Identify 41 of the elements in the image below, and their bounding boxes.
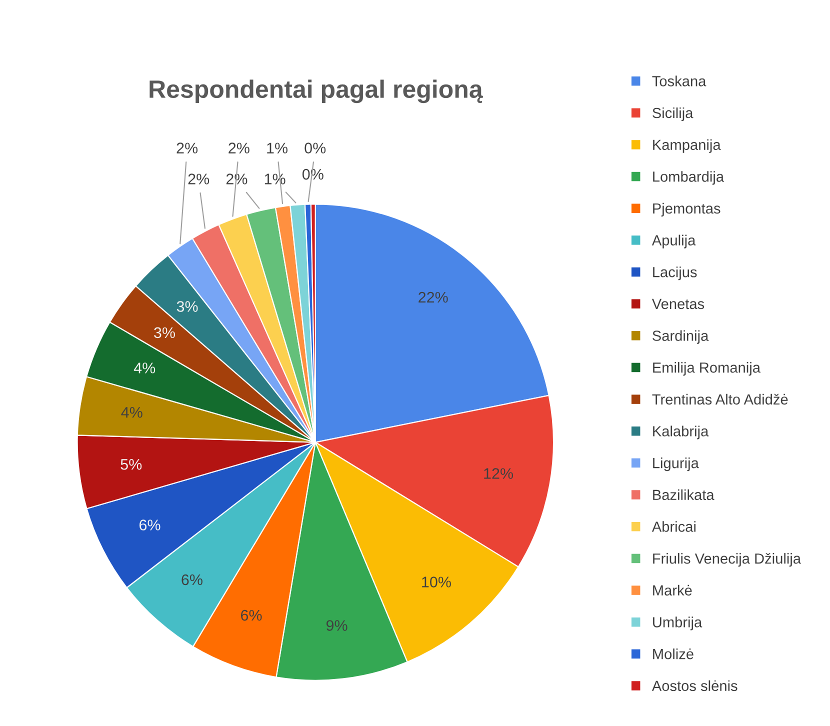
legend-label: Sicilija — [652, 107, 694, 122]
legend-label: Aostos slėnis — [652, 680, 738, 692]
legend-label: Emilija Romanija — [653, 362, 760, 376]
legend-label: Kampanija — [653, 139, 721, 153]
data-label: 4% — [134, 362, 156, 374]
legend-label: Pjemontas — [653, 202, 720, 217]
legend-label: Venetas — [652, 298, 704, 310]
data-label: 2% — [226, 174, 248, 184]
data-label: 10% — [422, 576, 451, 588]
data-label: 1% — [264, 174, 286, 184]
legend-label: Friulis Venecija Džiulija — [653, 552, 802, 567]
legend-label: Molizė — [653, 648, 694, 660]
legend-label: Ligurija — [653, 458, 699, 472]
data-label: 0% — [302, 168, 324, 180]
legend-label: Bazilikata — [653, 489, 714, 500]
legend-label: Apulija — [652, 234, 696, 248]
data-label: 3% — [176, 301, 198, 312]
data-label: 5% — [120, 459, 142, 470]
data-label: 2% — [228, 142, 250, 154]
legend-label: Kalabrija — [653, 426, 709, 440]
data-label: 4% — [121, 407, 142, 418]
legend-label: Trentinas Alto Adidžė — [652, 394, 788, 405]
legend-label: Umbrija — [653, 616, 702, 630]
legend-label: Toskana — [652, 76, 706, 86]
data-label: 2% — [176, 142, 198, 154]
legend-label: Markė — [653, 584, 692, 596]
legend-label: Abricai — [652, 521, 696, 532]
data-label: 6% — [241, 610, 262, 621]
data-label: 3% — [154, 327, 175, 338]
legend-label: Sardinija — [652, 330, 709, 344]
data-label: 9% — [326, 620, 348, 631]
data-label: 6% — [139, 520, 160, 530]
chart-title: Respondentai pagal regioną — [150, 80, 483, 104]
data-label: 22% — [418, 292, 448, 303]
data-label: 12% — [484, 468, 514, 479]
data-label: 6% — [182, 574, 202, 586]
legend-label: Lombardija — [653, 171, 724, 185]
legend-label: Lacijus — [653, 266, 697, 280]
data-label: 1% — [267, 142, 288, 154]
data-label: 0% — [304, 142, 326, 154]
data-label: 2% — [188, 174, 210, 184]
